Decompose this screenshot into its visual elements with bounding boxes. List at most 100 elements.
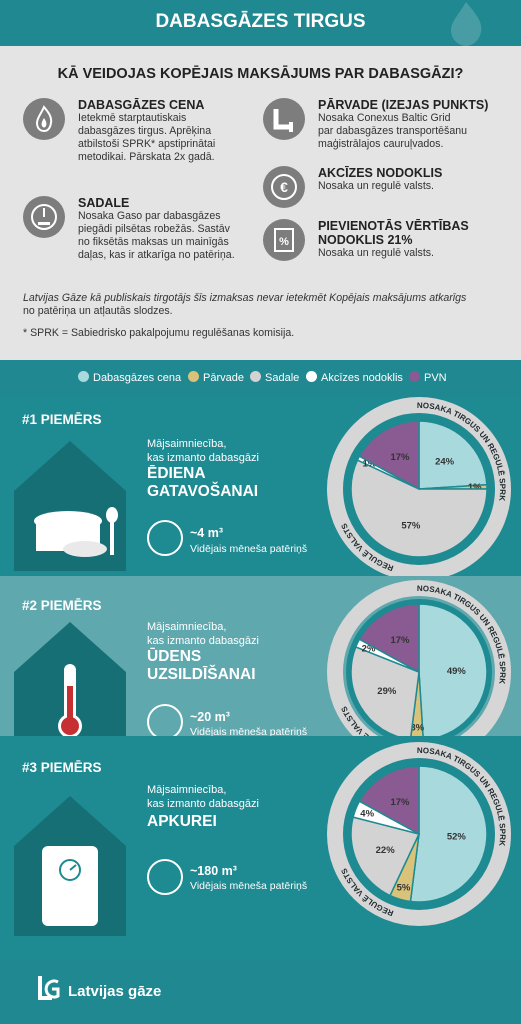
- flame-decoration-icon: [451, 2, 482, 46]
- pie-slice-label: 24%: [435, 457, 455, 468]
- svg-text:€: €: [280, 179, 288, 195]
- cooking-pot-icon: [14, 441, 126, 571]
- pie-slice-label: 3%: [410, 723, 424, 734]
- item-title: SADALE: [78, 196, 130, 210]
- pie-slice-label: 57%: [401, 520, 421, 531]
- pie-slice-label: 29%: [377, 686, 397, 697]
- example-label: #2 PIEMĒRS: [22, 598, 102, 613]
- item-line: metodikai. Pārskata 2x gadā.: [78, 151, 215, 163]
- consumption-label: Vidējais mēneša patēriņš: [190, 880, 308, 892]
- item-title: PĀRVADE (IZEJAS PUNKTS): [318, 98, 489, 112]
- legend-item: PVN: [409, 371, 447, 384]
- legend-item: Sadale: [250, 371, 299, 384]
- percent-icon: %: [263, 219, 305, 261]
- legend-label: Sadale: [265, 372, 300, 384]
- pie-slice: [358, 603, 420, 674]
- note-sprk: * SPRK = Sabiedrisko pakalpojumu regulēš…: [23, 327, 295, 339]
- household-line: kas izmanto dabasgāzi: [147, 797, 259, 810]
- household-line: Mājsaimniecība,: [147, 621, 227, 633]
- pie-slice-label: 52%: [447, 831, 467, 842]
- usage-line: GATAVOŠANAI: [147, 483, 259, 500]
- pie-slice: [358, 420, 420, 491]
- consumption-value: ~4 m³: [190, 526, 224, 540]
- legend-item: Dabasgāzes cena: [78, 371, 181, 384]
- item-title-line2: NODOKLIS 21%: [318, 233, 413, 247]
- footer: Latvijas gāze: [0, 960, 521, 1024]
- item-title: PIEVIENOTĀS VĒRTĪBAS: [318, 219, 469, 233]
- gauge-icon: [23, 196, 65, 238]
- pie-slice-label: 1%: [468, 482, 482, 493]
- item-line: atbilstoši SPRK* apstiprinātai: [78, 138, 216, 150]
- page-title: DABASGĀZES TIRGUS: [155, 11, 366, 32]
- thermometer-icon: [14, 622, 126, 746]
- example-label: #1 PIEMĒRS: [22, 412, 102, 427]
- info-panel: KĀ VEIDOJAS KOPĒJAIS MAKSĀJUMS PAR DABAS…: [0, 46, 521, 360]
- pie-slice-label: 17%: [390, 797, 410, 808]
- gas-meter-icon: [147, 859, 183, 895]
- item-title: AKCĪZES NODOKLIS: [318, 166, 443, 180]
- boiler-icon: [14, 796, 126, 936]
- legend-dot: [188, 371, 199, 382]
- legend-label: Pārvade: [203, 372, 244, 384]
- item-line: Ietekmē starptautiskais: [78, 112, 187, 124]
- pie-slice: [418, 420, 488, 490]
- svg-text:%: %: [279, 236, 289, 248]
- usage-line: ĒDIENA: [147, 465, 206, 482]
- pie-slice-label: 5%: [397, 883, 411, 894]
- note-line: Latvijas Gāze kā publiskais tirgotājs šī…: [23, 292, 467, 304]
- legend-label: Dabasgāzes cena: [93, 372, 182, 384]
- item-title: DABASGĀZES CENA: [78, 98, 205, 112]
- gas-meter-icon: [147, 704, 183, 740]
- pie-slice: [409, 765, 488, 903]
- legend-item: Akcīzes nodoklis: [306, 371, 403, 384]
- example-label: #3 PIEMĒRS: [22, 760, 102, 775]
- euro-icon: €: [263, 166, 305, 208]
- usage-line: APKUREI: [147, 813, 217, 830]
- logo-text: Latvijas gāze: [68, 983, 162, 1000]
- consumption-value: ~20 m³: [190, 710, 230, 724]
- pie-slice-label: 1%: [362, 459, 376, 470]
- consumption-label: Vidējais mēneša patēriņš: [190, 726, 308, 738]
- note-line: no patēriņa un atļautās slodzes.: [23, 305, 173, 317]
- consumption-value: ~180 m³: [190, 864, 237, 878]
- pie-slice: [358, 765, 420, 836]
- household-line: Mājsaimniecība,: [147, 438, 227, 450]
- pie-slice: [350, 459, 488, 558]
- item-line: piegādi pilsētas robežās. Sastāv: [78, 223, 230, 235]
- info-question: KĀ VEIDOJAS KOPĒJAIS MAKSĀJUMS PAR DABAS…: [57, 66, 464, 82]
- flame-icon: [23, 98, 65, 140]
- pie-slice: [350, 816, 421, 897]
- item-line: maģistrālajos cauruļvados.: [318, 138, 444, 150]
- gas-meter-icon: [147, 520, 183, 556]
- item-line: dabasgāzes tirgus. Aprēķina: [78, 125, 212, 137]
- usage-line: UZSILDĪŠANAI: [147, 666, 256, 683]
- legend-label: Akcīzes nodoklis: [321, 372, 403, 384]
- latvijas-gaze-logo-icon: [38, 976, 60, 1000]
- usage-line: ŪDENS: [147, 648, 202, 665]
- pie-slice-label: 49%: [447, 666, 467, 677]
- legend-dot: [306, 371, 317, 382]
- legend-item: Pārvade: [188, 371, 244, 384]
- item-line: Nosaka Conexus Baltic Grid: [318, 112, 451, 124]
- example-2: #2 PIEMĒRS Mājsaimniecība, kas izmanto d…: [0, 576, 521, 764]
- pie-slice-label: 4%: [360, 808, 374, 819]
- legend-dot: [78, 371, 89, 382]
- pie-slice-label: 2%: [362, 643, 376, 654]
- legend: Dabasgāzes cena Pārvade Sadale Akcīzes n…: [0, 360, 521, 398]
- consumption-label: Vidējais mēneša patēriņš: [190, 543, 308, 555]
- outer-ring: [327, 742, 511, 926]
- header: DABASGĀZES TIRGUS: [0, 0, 521, 46]
- household-line: kas izmanto dabasgāzi: [147, 451, 259, 464]
- outer-ring: [327, 397, 511, 581]
- legend-label: PVN: [424, 372, 447, 384]
- legend-dot: [409, 371, 420, 382]
- item-line: Nosaka un regulē valsts.: [318, 247, 435, 259]
- household-line: kas izmanto dabasgāzi: [147, 634, 259, 647]
- example-1: #1 PIEMĒRS Mājsaimniecība, kas izmanto d…: [0, 397, 521, 581]
- item-line: daļas, kas ir atkarīga no patēriņa.: [78, 249, 235, 261]
- item-line: par dabasgāzes transportēšanu: [318, 125, 468, 137]
- item-line: Nosaka un regulē valsts.: [318, 180, 435, 192]
- household-line: Mājsaimniecība,: [147, 784, 227, 796]
